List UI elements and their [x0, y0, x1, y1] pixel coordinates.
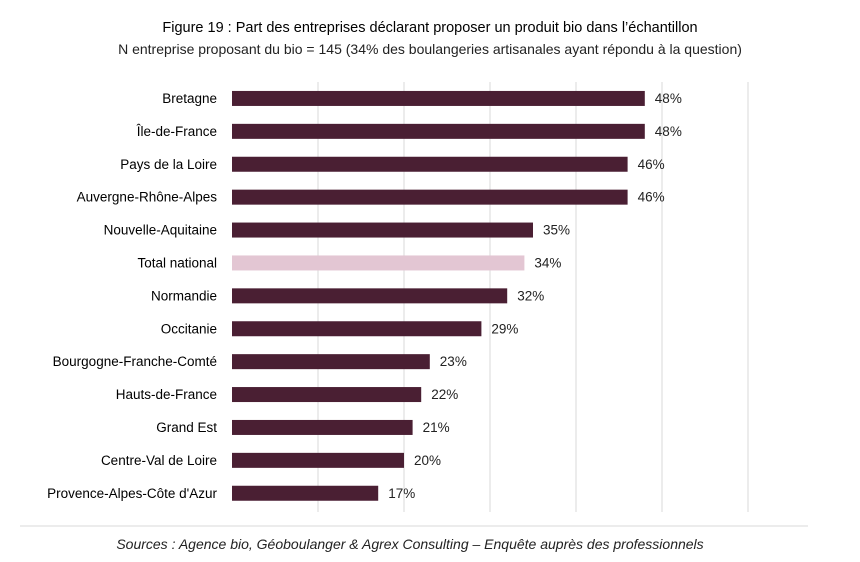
category-label: Île-de-France: [136, 124, 217, 139]
data-label: 46%: [638, 190, 665, 205]
category-label: Centre-Val de Loire: [101, 453, 217, 468]
category-label: Normandie: [151, 288, 217, 303]
bar: [232, 156, 628, 172]
data-label: 34%: [534, 255, 561, 270]
data-label: 22%: [431, 387, 458, 402]
category-label: Bourgogne-Franche-Comté: [53, 354, 217, 369]
category-label: Nouvelle-Aquitaine: [104, 223, 217, 238]
bar: [232, 189, 628, 205]
data-label: 46%: [638, 157, 665, 172]
value-labels: 48% 48% 46% 46% 35% 34% 32% 29% 23% 22% 21% 20% 17%: [388, 91, 682, 501]
bar: [232, 354, 430, 370]
category-label: Auvergne-Rhône-Alpes: [77, 190, 218, 205]
data-label: 21%: [423, 420, 450, 435]
category-label: Grand Est: [156, 420, 217, 435]
chart-title: Figure 19 : Part des entreprises déclara…: [162, 20, 698, 36]
data-label: 48%: [655, 91, 682, 106]
data-label: 23%: [440, 354, 467, 369]
bar: [232, 452, 404, 468]
chart-source: Sources : Agence bio, Géoboulanger & Agr…: [116, 536, 704, 552]
data-label: 48%: [655, 124, 682, 139]
category-label: Pays de la Loire: [120, 157, 217, 172]
category-label: Occitanie: [161, 321, 217, 336]
bar: [232, 255, 525, 271]
data-label: 20%: [414, 453, 441, 468]
bar: [232, 222, 533, 238]
category-label: Hauts-de-France: [116, 387, 217, 402]
data-label: 29%: [491, 321, 518, 336]
bar: [232, 419, 413, 435]
data-label: 35%: [543, 223, 570, 238]
category-labels: Bretagne Île-de-France Pays de la Loire Auv…: [47, 91, 217, 501]
category-label: Provence-Alpes-Côte d'Azur: [47, 486, 217, 501]
bar: [232, 288, 508, 304]
category-label: Total national: [137, 255, 217, 270]
bar: [232, 485, 379, 501]
bars: [232, 90, 645, 501]
bar: [232, 387, 422, 403]
data-label: 17%: [388, 486, 415, 501]
category-label: Bretagne: [162, 91, 217, 106]
bar: [232, 123, 645, 139]
data-label: 32%: [517, 288, 544, 303]
chart-subtitle: N entreprise proposant du bio = 145 (34%…: [118, 41, 742, 57]
bar: [232, 321, 482, 337]
bar: [232, 90, 645, 106]
